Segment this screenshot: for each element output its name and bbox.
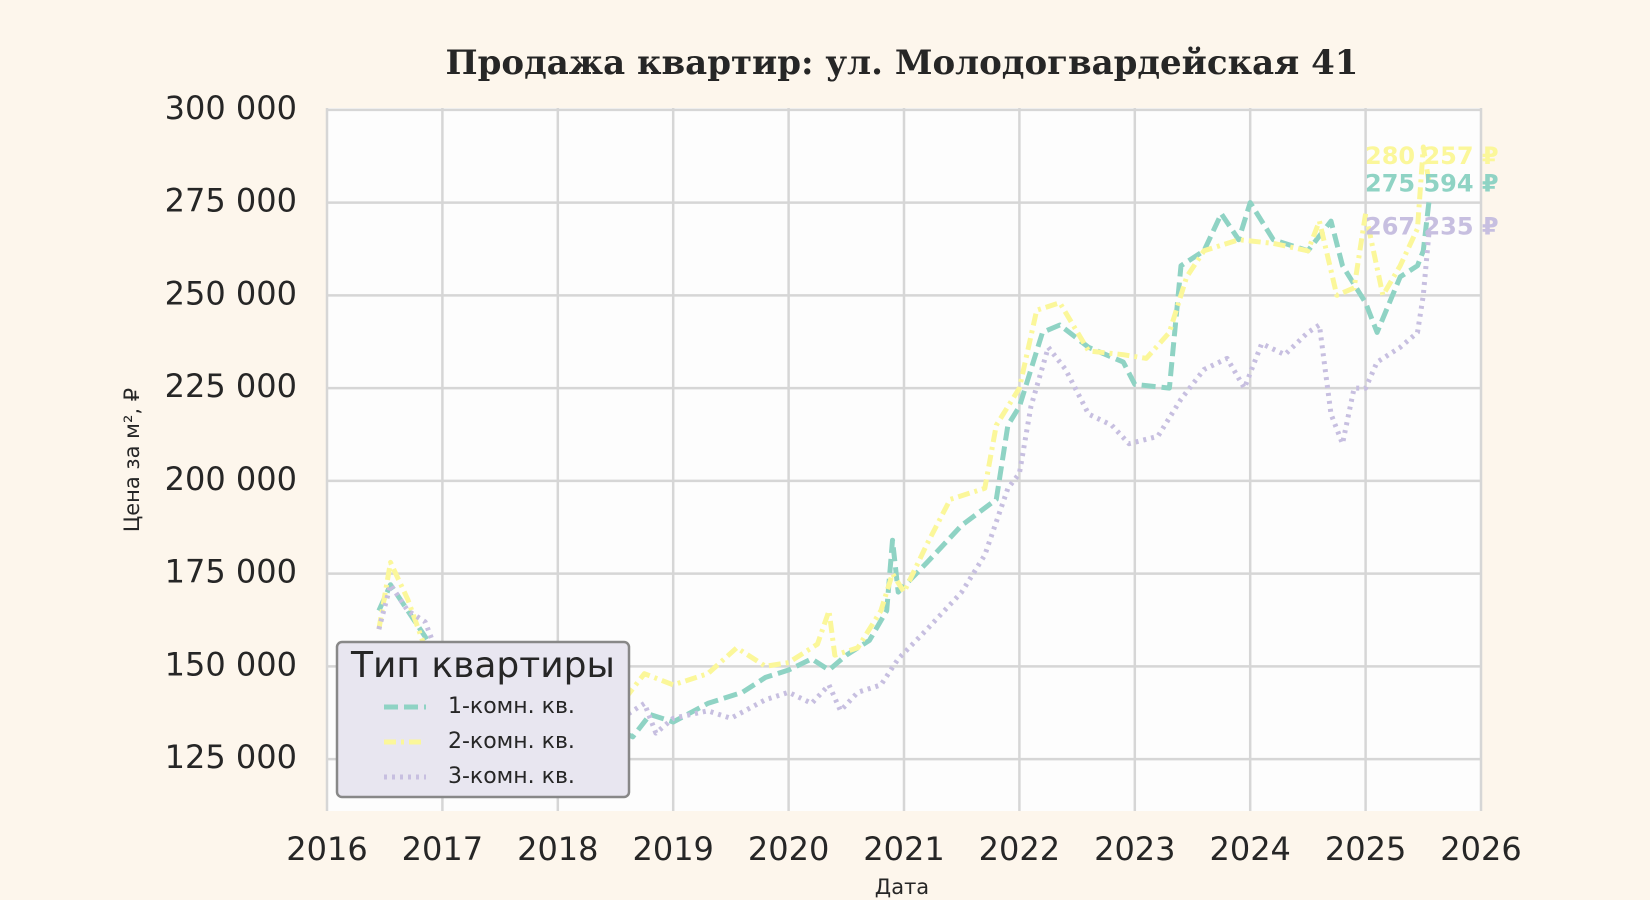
legend-label: 3-комн. кв.	[448, 764, 575, 789]
y-tick-label: 150 000	[165, 645, 297, 683]
y-tick-label: 300 000	[165, 89, 297, 127]
end-label: 267 235 ₽	[1365, 212, 1499, 240]
y-tick-label: 250 000	[165, 274, 297, 312]
series-line	[376, 144, 1432, 706]
x-tick-label: 2026	[1440, 830, 1521, 868]
x-tick-label: 2025	[1325, 830, 1406, 868]
x-axis-label: Дата	[875, 875, 929, 899]
x-tick-label: 2021	[863, 830, 944, 868]
x-tick-label: 2017	[402, 830, 483, 868]
x-tick-label: 2023	[1094, 830, 1175, 868]
x-tick-label: 2020	[748, 830, 829, 868]
y-tick-label: 175 000	[165, 553, 297, 591]
y-axis-label: Цена за м², ₽	[120, 388, 144, 532]
y-tick-label: 200 000	[165, 460, 297, 498]
end-label: 280 257 ₽	[1365, 142, 1499, 170]
legend-title: Тип квартиры	[350, 645, 615, 686]
chart-title: Продажа квартир: ул. Молодогвардейская 4…	[446, 43, 1359, 83]
legend-label: 2-комн. кв.	[448, 729, 575, 754]
y-tick-label: 225 000	[165, 367, 297, 405]
x-tick-label: 2019	[632, 830, 713, 868]
end-label: 275 594 ₽	[1365, 169, 1499, 197]
legend-label: 1-комн. кв.	[448, 694, 575, 719]
x-tick-label: 2018	[517, 830, 598, 868]
legend: Тип квартиры 1-комн. кв. 2-комн. кв. 3-ком…	[335, 640, 631, 799]
x-tick-label: 2022	[979, 830, 1060, 868]
series-line	[376, 231, 1432, 736]
x-tick-label: 2024	[1209, 830, 1290, 868]
y-tick-label: 275 000	[165, 182, 297, 220]
legend-box	[335, 640, 631, 799]
y-tick-label: 125 000	[165, 738, 297, 776]
x-tick-label: 2016	[286, 830, 367, 868]
